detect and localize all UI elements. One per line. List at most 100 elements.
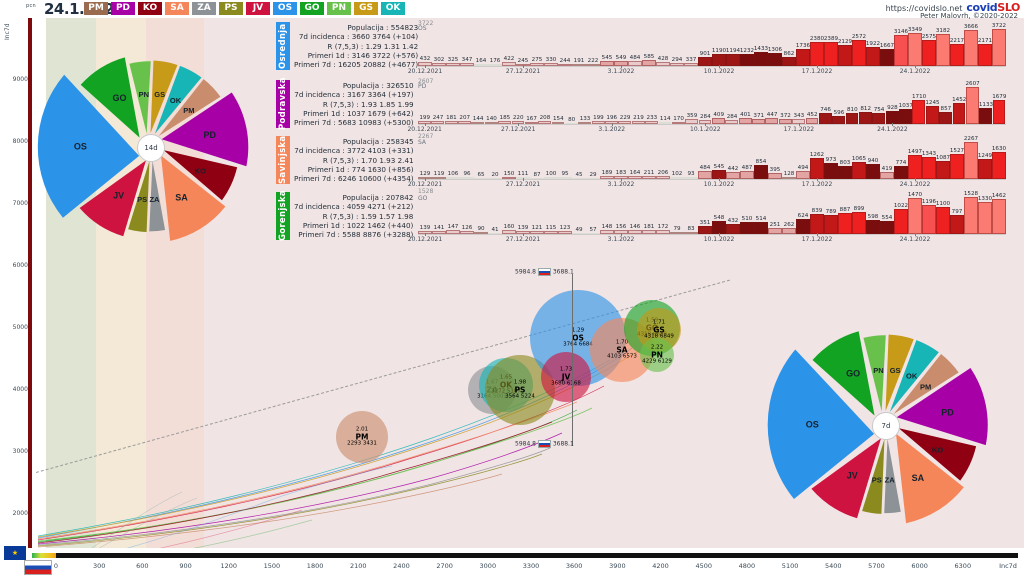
heat-bar[interactable] (684, 177, 698, 179)
heat-bar[interactable] (530, 231, 544, 234)
heat-bar[interactable] (656, 175, 670, 179)
heat-bar[interactable] (614, 230, 628, 234)
heat-bar[interactable] (738, 118, 752, 124)
pie-slice-go[interactable] (812, 331, 875, 416)
heat-bar[interactable] (642, 175, 656, 179)
heat-bar[interactable] (460, 177, 474, 179)
heat-bar[interactable] (502, 176, 516, 179)
pie-slice-pn[interactable] (129, 61, 151, 134)
heat-bar[interactable] (778, 118, 792, 124)
bubble-jv[interactable] (541, 352, 591, 402)
region-chip-pm[interactable]: PM (84, 2, 108, 15)
heat-bar[interactable] (922, 40, 936, 66)
heat-bar[interactable] (498, 121, 512, 124)
region-chip-pd[interactable]: PD (111, 2, 135, 15)
heat-bar[interactable] (810, 42, 824, 66)
heat-bar[interactable] (656, 229, 670, 234)
heat-bar[interactable] (818, 113, 832, 124)
heat-bar[interactable] (754, 165, 768, 179)
heat-bar[interactable] (880, 172, 894, 179)
pie-slice-os[interactable] (767, 349, 875, 499)
bubble-pn[interactable] (640, 338, 674, 372)
heat-bar[interactable] (586, 63, 600, 66)
heat-bar[interactable] (838, 165, 852, 179)
heat-bar[interactable] (444, 121, 458, 124)
pie-slice-pm[interactable] (158, 79, 221, 137)
heat-bar[interactable] (740, 221, 754, 234)
heat-bar[interactable] (572, 232, 586, 234)
heat-bar[interactable] (810, 213, 824, 234)
pie-slice-pd[interactable] (161, 92, 249, 167)
heat-bar[interactable] (832, 115, 846, 124)
heat-bar[interactable] (502, 230, 516, 234)
heat-bar[interactable] (964, 197, 978, 234)
region-chip-ok[interactable]: OK (381, 2, 405, 15)
heat-bar[interactable] (698, 119, 712, 124)
heat-bar[interactable] (992, 198, 1006, 234)
heat-bar[interactable] (432, 230, 446, 234)
heat-bar[interactable] (852, 40, 866, 66)
heat-bar[interactable] (796, 170, 810, 179)
heat-bar[interactable] (838, 44, 852, 66)
heat-bar[interactable] (544, 62, 558, 66)
heat-bar[interactable] (936, 34, 950, 66)
heat-bar[interactable] (782, 57, 796, 66)
pie-slice-jv[interactable] (811, 438, 881, 519)
heat-bar[interactable] (908, 198, 922, 234)
pie-slice-go[interactable] (80, 57, 140, 138)
pie-slice-os[interactable] (37, 74, 140, 218)
heat-bar[interactable] (516, 177, 530, 179)
heat-bar[interactable] (796, 218, 810, 234)
heat-bar[interactable] (964, 142, 978, 179)
heat-bar[interactable] (752, 118, 765, 124)
heat-bar[interactable] (992, 100, 1006, 124)
heat-bar[interactable] (936, 207, 950, 234)
heat-bar[interactable] (712, 220, 726, 234)
heat-bar[interactable] (516, 63, 530, 66)
heat-bar[interactable] (725, 119, 739, 124)
heat-bar[interactable] (605, 121, 618, 124)
heat-bar[interactable] (488, 232, 502, 234)
heat-bar[interactable] (698, 225, 712, 234)
heat-bar[interactable] (418, 61, 432, 66)
site-url-block[interactable]: https://covidslo.net covidSLO (886, 1, 1021, 14)
heat-bar[interactable] (899, 109, 912, 124)
heat-bar[interactable] (544, 177, 558, 179)
heat-bar[interactable] (992, 152, 1006, 179)
heat-bar[interactable] (432, 177, 446, 179)
heat-bar[interactable] (502, 61, 516, 66)
heat-bar[interactable] (698, 57, 712, 66)
heat-bar[interactable] (978, 158, 992, 179)
heat-bar[interactable] (824, 214, 838, 234)
heat-bar[interactable] (866, 163, 880, 179)
heat-bar[interactable] (922, 205, 936, 234)
heat-bar[interactable] (768, 53, 782, 66)
heat-bar[interactable] (460, 230, 474, 234)
heat-bar[interactable] (488, 177, 502, 179)
heat-bar[interactable] (872, 113, 886, 124)
pie-slice-pm[interactable] (893, 354, 959, 415)
heat-bar[interactable] (740, 53, 754, 66)
region-chip-pn[interactable]: PN (327, 2, 351, 15)
heat-bar[interactable] (880, 49, 894, 66)
heat-bar[interactable] (698, 171, 712, 179)
heat-bar[interactable] (614, 60, 628, 66)
heat-bar[interactable] (952, 103, 966, 124)
heat-bar[interactable] (446, 62, 460, 66)
heat-bar[interactable] (578, 122, 592, 124)
pie-slice-pn[interactable] (863, 335, 886, 412)
heat-bar[interactable] (656, 61, 670, 66)
heat-bar[interactable] (885, 110, 899, 124)
heat-bar[interactable] (712, 170, 726, 179)
region-panel-pd[interactable]: Podravska Populacija : 326510 7d incidenca… (276, 78, 426, 130)
heat-bar[interactable] (768, 227, 782, 234)
heat-bar[interactable] (880, 220, 894, 234)
pie-slice-ok[interactable] (154, 65, 202, 134)
pie-slice-ko[interactable] (898, 428, 977, 481)
pie-hub[interactable]: 7d (872, 412, 900, 440)
pie-slice-ps[interactable] (862, 438, 885, 514)
heat-bar[interactable] (670, 63, 684, 66)
heat-bar[interactable] (754, 221, 768, 234)
heat-bar[interactable] (950, 154, 964, 179)
heat-bar[interactable] (628, 176, 642, 179)
